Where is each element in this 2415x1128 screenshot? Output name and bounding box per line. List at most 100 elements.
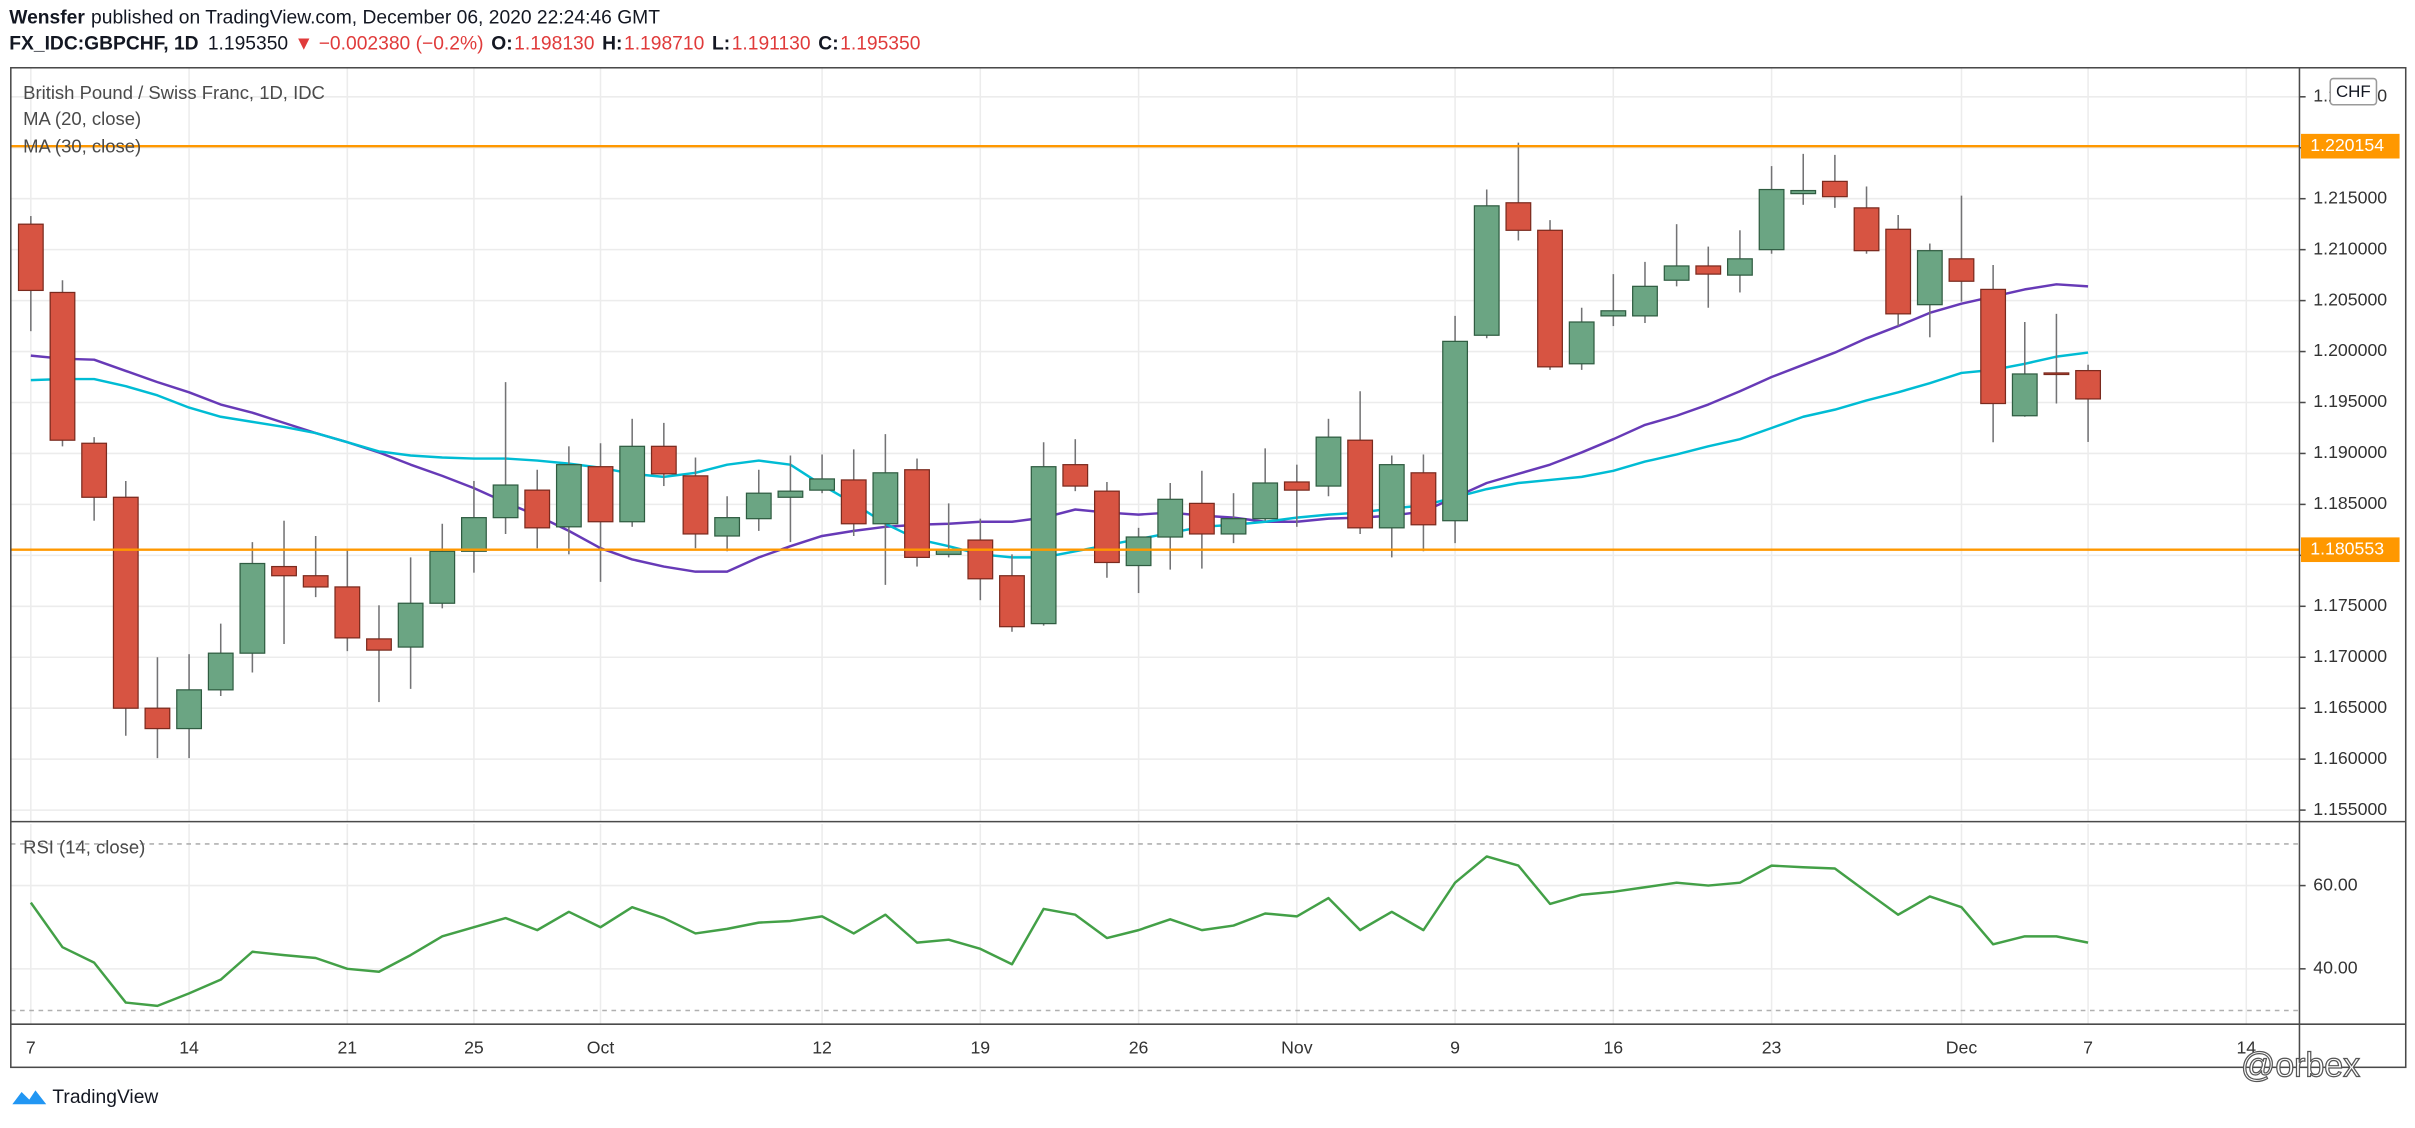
candle-body bbox=[1473, 205, 1500, 336]
candle-body bbox=[1283, 481, 1310, 491]
candle-body bbox=[1347, 439, 1374, 529]
x-tick-label: 23 bbox=[1762, 1038, 1782, 1058]
y-tick-label: 1.160000 bbox=[2313, 748, 2387, 768]
watermark: @orbex bbox=[2241, 1046, 2360, 1084]
candle-body bbox=[1663, 265, 1690, 281]
candle-body bbox=[555, 464, 582, 528]
candle-body bbox=[1505, 202, 1532, 231]
price-label: 1.180553 bbox=[2310, 538, 2384, 558]
price-label: 1.220154 bbox=[2310, 135, 2384, 155]
x-tick-label: 26 bbox=[1129, 1038, 1149, 1058]
candle-body bbox=[1948, 258, 1975, 282]
candle-body bbox=[397, 602, 424, 648]
y-tick-label: 1.200000 bbox=[2313, 340, 2387, 360]
candle-body bbox=[1853, 207, 1880, 252]
candle-body bbox=[1062, 464, 1089, 487]
ohlc-label: C: bbox=[818, 34, 838, 55]
last-price: 1.195350 bbox=[208, 34, 288, 55]
published-info: published on TradingView.com, December 0… bbox=[91, 8, 660, 29]
candle-body bbox=[587, 466, 614, 523]
candle-body bbox=[492, 484, 519, 519]
candle-body bbox=[1537, 229, 1563, 368]
ohlc-label: O: bbox=[491, 34, 512, 55]
ohlc-label: H: bbox=[602, 34, 622, 55]
candle-body bbox=[176, 689, 203, 730]
rsi-title: RSI (14, close) bbox=[23, 836, 145, 857]
candle-body bbox=[17, 223, 44, 292]
chart-title: British Pound / Swiss Franc, 1D, IDC bbox=[23, 82, 325, 103]
brand: TradingView bbox=[12, 1087, 158, 1108]
candle-body bbox=[49, 291, 76, 441]
ohlc-value: 1.198710 bbox=[624, 34, 704, 55]
x-tick-label: 14 bbox=[179, 1038, 199, 1058]
candle-body bbox=[1125, 536, 1152, 567]
ohlc-value: 1.195350 bbox=[840, 34, 920, 55]
candle-body bbox=[682, 475, 709, 535]
candle-body bbox=[2075, 369, 2102, 400]
candle-body bbox=[777, 490, 804, 498]
symbol: FX_IDC:GBPCHF, 1D bbox=[9, 34, 198, 55]
candle-body bbox=[524, 489, 551, 529]
candle-body bbox=[999, 575, 1025, 628]
candle-body bbox=[1758, 188, 1785, 251]
candle-body bbox=[81, 442, 108, 498]
price-label-box bbox=[2301, 133, 2400, 159]
currency-box bbox=[2329, 77, 2378, 106]
x-tick-label: Nov bbox=[1281, 1038, 1313, 1058]
header-line: Wensfer published on TradingView.com, Dec… bbox=[9, 8, 660, 29]
candle-body bbox=[714, 517, 741, 537]
candle-body bbox=[1790, 189, 1817, 195]
candle-body bbox=[650, 445, 677, 475]
candle-body bbox=[1821, 180, 1848, 198]
candle-body bbox=[1980, 288, 2007, 405]
x-tick-label: 19 bbox=[970, 1038, 990, 1058]
candle-body bbox=[1188, 502, 1215, 535]
rsi-line bbox=[29, 855, 2089, 1008]
x-tick-label: 25 bbox=[464, 1038, 484, 1058]
candle-body bbox=[904, 469, 930, 559]
x-tick-label: 14 bbox=[2236, 1038, 2256, 1058]
candle-body bbox=[1157, 498, 1184, 538]
header-line: FX_IDC:GBPCHF, 1D 1.195350 ▼ −0.002380 (−0… bbox=[9, 34, 920, 55]
y-tick-label: 1.175000 bbox=[2313, 595, 2387, 615]
candle-body bbox=[1600, 310, 1627, 317]
y-tick-label: 1.155000 bbox=[2313, 799, 2387, 819]
plot bbox=[10, 142, 2300, 1008]
ohlc-value: 1.198130 bbox=[514, 34, 594, 55]
candle-body bbox=[1220, 518, 1247, 535]
brand-logo bbox=[12, 1090, 47, 1105]
legend-entry: MA (30, close) bbox=[23, 136, 141, 157]
y-tick-label: 1.210000 bbox=[2313, 238, 2387, 258]
candle-body bbox=[809, 478, 836, 491]
price-label-box bbox=[2301, 537, 2400, 563]
y-tick-label: 1.195000 bbox=[2313, 391, 2387, 411]
ohlc-label: L: bbox=[712, 34, 730, 55]
candle-body bbox=[144, 707, 171, 730]
candle-body bbox=[271, 565, 297, 577]
candle-body bbox=[1695, 265, 1722, 275]
candle-body bbox=[207, 652, 234, 691]
x-tick-label: 9 bbox=[1450, 1038, 1460, 1058]
y-tick-label: 60.00 bbox=[2313, 874, 2357, 894]
candle-body bbox=[1632, 285, 1658, 317]
candle-body bbox=[1568, 321, 1595, 365]
candle-body bbox=[1315, 436, 1342, 487]
candle-body bbox=[2043, 372, 2070, 376]
candle-body bbox=[2011, 373, 2038, 417]
x-tick-label: 7 bbox=[2083, 1038, 2093, 1058]
candle-body bbox=[429, 550, 456, 604]
x-tick-label: Dec bbox=[1946, 1038, 1978, 1058]
publisher: Wensfer bbox=[9, 8, 85, 29]
candle-body bbox=[1093, 490, 1120, 564]
y-tick-label: 1.170000 bbox=[2313, 646, 2387, 666]
candle-body bbox=[1726, 258, 1753, 276]
candle-body bbox=[1885, 228, 1912, 315]
candle-body bbox=[1030, 466, 1057, 625]
x-tick-label: 12 bbox=[812, 1038, 832, 1058]
y-tick-label: 1.165000 bbox=[2313, 697, 2387, 717]
y-tick-label: 1.185000 bbox=[2313, 493, 2387, 513]
candle-body bbox=[1378, 464, 1405, 529]
